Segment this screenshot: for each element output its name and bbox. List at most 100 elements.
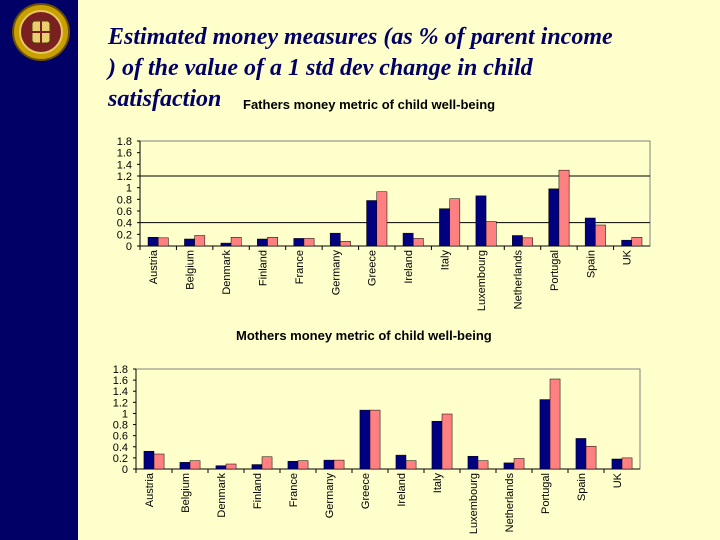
fathers-bar-greece-s2	[376, 191, 388, 247]
fathers-y-tick-label: 0.2	[117, 229, 132, 241]
mothers-bar-portugal-s1	[539, 399, 551, 470]
fathers-bar-italy-s2	[449, 198, 461, 247]
fathers-bar-italy-s1	[439, 208, 450, 247]
mothers-x-tick-label: UK	[612, 472, 624, 488]
fathers-bar-uk-s1	[621, 239, 633, 247]
fathers-y-tick-label: 1.6	[117, 148, 132, 160]
fathers-y-tick-label: 0.8	[117, 194, 132, 206]
mothers-x-tick-label: Portugal	[540, 473, 552, 514]
fathers-bar-spain-s2	[595, 224, 606, 247]
mothers-bar-netherlands-s2	[513, 458, 525, 470]
mothers-bar-portugal-s2	[549, 378, 561, 470]
fathers-y-tick-label: 1.4	[117, 159, 132, 171]
mothers-y-tick-label: 1.8	[113, 364, 128, 376]
fathers-y-tick-label: 0.6	[117, 206, 132, 218]
fathers-y-tick-label: 1.8	[117, 136, 132, 148]
fathers-x-tick-label: Spain	[585, 250, 597, 278]
mothers-bar-belgium-s1	[179, 462, 191, 470]
mothers-x-tick-label: Finland	[252, 473, 264, 509]
fathers-bar-germany-s1	[329, 232, 341, 247]
mothers-y-tick-label: 0.2	[113, 453, 128, 465]
mothers-bar-spain-s1	[575, 438, 587, 470]
mothers-y-tick-label: 0	[122, 464, 128, 476]
mothers-bar-finland-s2	[261, 456, 273, 470]
mothers-bar-denmark-s2	[225, 463, 237, 470]
mothers-bar-austria-s2	[153, 453, 165, 470]
mothers-bar-france-s2	[297, 460, 309, 470]
mothers-bar-italy-s1	[431, 420, 443, 470]
mothers-x-tick-label: Belgium	[180, 473, 192, 513]
fathers-bar-austria-s1	[147, 237, 159, 247]
fathers-bar-netherlands-s1	[512, 235, 523, 247]
fathers-bar-germany-s2	[340, 241, 351, 247]
fathers-x-tick-label: UK	[622, 249, 634, 265]
fathers-bar-france-s1	[293, 238, 305, 247]
mothers-bar-italy-s2	[441, 413, 453, 470]
mothers-x-tick-label: Spain	[576, 473, 588, 501]
fathers-bar-netherlands-s2	[522, 237, 533, 247]
sidebar-band	[0, 0, 78, 540]
fathers-x-tick-label: Denmark	[221, 250, 233, 295]
fathers-bar-portugal-s1	[548, 188, 560, 247]
fathers-chart-title: Fathers money metric of child well-being	[243, 97, 496, 112]
slide-title-line-1: Estimated money measures (as % of parent…	[108, 24, 613, 50]
mothers-bar-austria-s1	[143, 450, 155, 470]
fathers-plot-area	[139, 140, 651, 247]
mothers-bar-netherlands-s1	[503, 462, 515, 470]
mothers-x-tick-label: Italy	[432, 473, 444, 494]
mothers-bar-greece-s2	[369, 409, 381, 470]
fathers-bar-ireland-s2	[412, 238, 424, 247]
mothers-y-tick-label: 1.4	[113, 386, 128, 398]
fathers-x-tick-label: Italy	[440, 250, 452, 271]
fathers-bar-greece-s1	[366, 200, 378, 247]
mothers-y-tick-label: 1	[122, 408, 128, 420]
mothers-y-tick-label: 0.6	[113, 431, 128, 443]
mothers-x-tick-label: France	[288, 473, 300, 507]
mothers-bar-luxembourg-s1	[467, 455, 479, 470]
fathers-y-tick-label: 1.2	[117, 171, 132, 183]
fathers-bar-austria-s2	[157, 237, 169, 247]
mothers-y-tick-label: 0.4	[113, 442, 128, 454]
fathers-bar-uk-s2	[631, 237, 643, 247]
mothers-bar-ireland-s2	[405, 460, 417, 470]
fathers-bar-luxembourg-s1	[475, 195, 487, 247]
mothers-x-tick-label: Luxembourg	[468, 473, 480, 534]
fathers-x-tick-label: Greece	[367, 250, 379, 286]
mothers-x-tick-label: Ireland	[396, 473, 408, 507]
fathers-bar-luxembourg-s2	[485, 221, 497, 247]
mothers-bar-germany-s1	[323, 459, 335, 470]
mothers-bar-ireland-s1	[395, 454, 407, 470]
university-crest-icon	[12, 3, 70, 61]
mothers-y-tick-label: 1.6	[113, 375, 128, 387]
fathers-x-tick-label: Austria	[148, 249, 160, 284]
fathers-x-tick-label: Germany	[330, 250, 342, 296]
fathers-bar-spain-s1	[584, 217, 596, 247]
fathers-bar-denmark-s1	[220, 242, 232, 247]
slide-title-line-2: ) of the value of a 1 std dev change in …	[108, 55, 533, 81]
fathers-x-tick-label: Netherlands	[512, 250, 524, 310]
mothers-bar-greece-s1	[359, 409, 371, 470]
fathers-y-tick-label: 1	[126, 183, 132, 195]
fathers-bar-belgium-s2	[194, 235, 206, 247]
fathers-x-tick-label: Ireland	[403, 250, 415, 284]
mothers-x-tick-label: Austria	[144, 472, 156, 507]
mothers-bar-uk-s1	[611, 458, 623, 470]
mothers-x-tick-label: Denmark	[216, 473, 228, 518]
mothers-x-tick-label: Germany	[324, 473, 336, 519]
mothers-y-tick-label: 0.8	[113, 420, 128, 432]
mothers-bar-france-s1	[287, 460, 299, 470]
mothers-plot-area	[135, 368, 641, 470]
fathers-bar-france-s2	[303, 238, 315, 247]
mothers-bar-belgium-s2	[189, 460, 201, 470]
fathers-x-tick-label: France	[294, 250, 306, 284]
slide-title: Estimated money measures (as % of parent…	[108, 22, 718, 115]
mothers-bar-germany-s2	[333, 459, 345, 470]
fathers-x-tick-label: Luxembourg	[476, 250, 488, 311]
fathers-bar-denmark-s2	[230, 237, 242, 247]
mothers-bar-denmark-s1	[215, 465, 227, 470]
fathers-x-tick-label: Belgium	[185, 250, 197, 290]
fathers-x-tick-label: Portugal	[549, 250, 561, 291]
mothers-y-tick-label: 1.2	[113, 397, 128, 409]
slide-title-line-3: satisfaction	[108, 86, 222, 112]
